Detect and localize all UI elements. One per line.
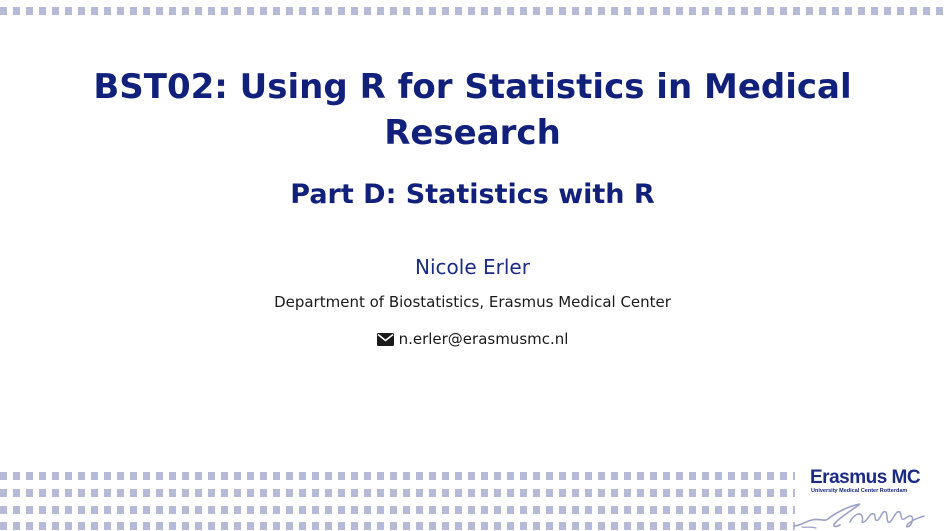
logo-name: Erasmus MC [810,467,921,488]
bottom-dotted-row-4 [0,522,795,530]
envelope-icon [376,330,394,352]
department: Department of Biostatistics, Erasmus Med… [274,293,671,311]
slide-title: BST02: Using R for Statistics in Medical… [93,67,852,153]
email-link[interactable]: n.erler@erasmusmc.nl [398,330,569,348]
bottom-dotted-row-1 [0,472,795,480]
signature-icon [793,503,925,529]
top-dotted-border [0,7,945,15]
bottom-dotted-row-2 [0,489,795,497]
email-line: n.erler@erasmusmc.nl [60,328,885,352]
author-name: Nicole Erler [415,255,530,279]
logo-tagline: University Medical Center Rotterdam [811,488,908,494]
slide-subtitle: Part D: Statistics with R [290,179,655,210]
erasmus-mc-logo: Erasmus MC University Medical Center Rot… [790,466,940,530]
bottom-dotted-row-3 [0,506,795,514]
